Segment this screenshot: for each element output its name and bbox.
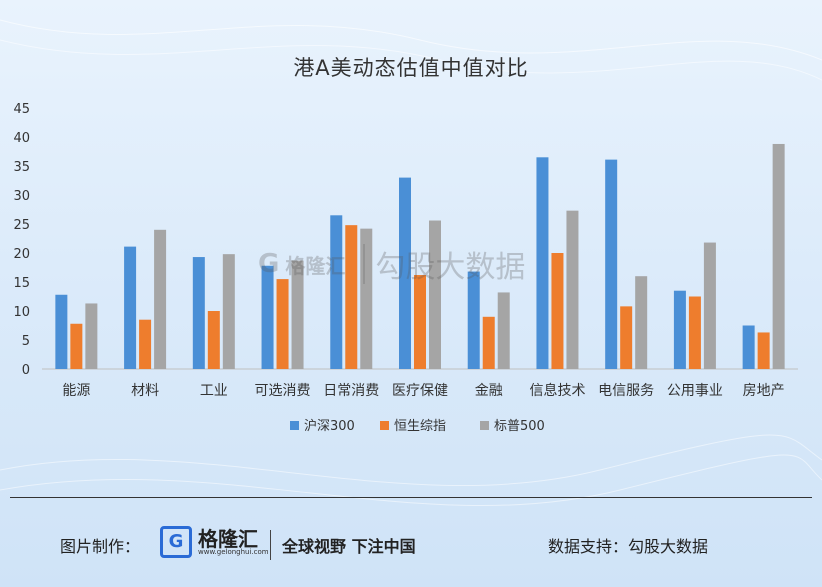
legend-label: 沪深300 [304,418,355,434]
footer-support-label: 数据支持： [548,537,629,556]
watermark-separator [363,244,366,284]
y-tick-label: 35 [13,160,30,175]
x-tick-label: 工业 [200,383,228,399]
x-tick-label: 可选消费 [255,383,311,399]
bar-2 [139,319,152,369]
legend-swatch [290,421,299,430]
legend-label: 标普500 [494,419,545,434]
bar-1 [605,159,618,369]
bar-3 [222,254,235,369]
bar-3 [291,260,304,369]
x-tick-label: 房地产 [743,383,785,399]
x-tick-label: 日常消费 [323,383,379,399]
bar-1 [467,271,480,369]
bar-2 [345,225,358,369]
bar-2 [70,323,83,369]
bar-2 [551,253,564,369]
legend-swatch [480,421,489,430]
watermark: G 格隆汇 勾股大数据 [258,242,525,286]
y-tick-label: 10 [13,305,30,320]
bar-1 [742,325,755,369]
x-tick-label: 金融 [475,383,503,399]
watermark-logo-icon: G [258,249,280,279]
bar-1 [261,265,274,369]
bar-1 [192,257,205,369]
y-tick-label: 0 [22,363,30,378]
bar-1 [673,290,686,369]
y-tick-label: 30 [13,189,30,204]
x-tick-label: 信息技术 [529,382,585,399]
bar-3 [772,143,785,369]
bar-3 [497,292,510,369]
bar-1 [55,294,68,369]
watermark-text: 勾股大数据 [375,250,526,285]
footer-divider [10,497,812,498]
bar-2 [620,306,633,369]
footer-separator [270,530,271,560]
footer: 图片制作： G 格隆汇 www.gelonghui.com 全球视野 下注中国 … [0,526,822,566]
legend-swatch [380,421,389,430]
bar-3 [635,276,648,369]
footer-brand-url: www.gelonghui.com [198,547,269,556]
bar-3 [429,220,441,369]
bar-1 [536,157,549,369]
footer-brand-name: 格隆汇 [198,526,258,551]
bar-1 [330,215,343,369]
bar-2 [482,316,495,369]
legend-label: 恒生综指 [394,419,446,434]
x-tick-label: 医疗保健 [392,383,448,399]
bar-3 [85,303,98,369]
watermark-brand: 格隆汇 [285,253,346,278]
bar-2 [688,296,701,369]
y-tick-label: 40 [13,131,30,146]
bar-3 [360,228,373,369]
bar-1 [124,246,137,369]
bar-2 [276,279,289,369]
y-tick-label: 20 [13,247,30,262]
footer-made-by-label: 图片制作： [60,537,141,556]
bar-3 [703,242,716,369]
y-tick-label: 5 [22,334,30,349]
y-tick-label: 45 [13,102,30,117]
y-tick-label: 15 [13,276,30,291]
footer-slogan: 全球视野 下注中国 [282,537,416,556]
footer-support: 数据支持：勾股大数据 [548,533,708,557]
footer-support-value: 勾股大数据 [628,537,709,556]
bar-1 [399,177,411,369]
x-tick-label: 材料 [131,383,159,399]
bar-2 [414,275,426,369]
brand-g-icon: G [160,526,192,558]
x-tick-label: 公用事业 [667,383,723,399]
bar-2 [207,311,220,369]
x-tick-label: 能源 [62,383,90,399]
bar-3 [566,210,579,369]
chart-title: 港A美动态估值中值对比 [293,56,529,80]
footer-brand-logo: G 格隆汇 www.gelonghui.com [160,526,269,558]
x-tick-label: 电信服务 [598,383,654,399]
bar-2 [757,332,770,369]
bar-3 [154,229,167,369]
y-tick-label: 25 [13,218,30,233]
